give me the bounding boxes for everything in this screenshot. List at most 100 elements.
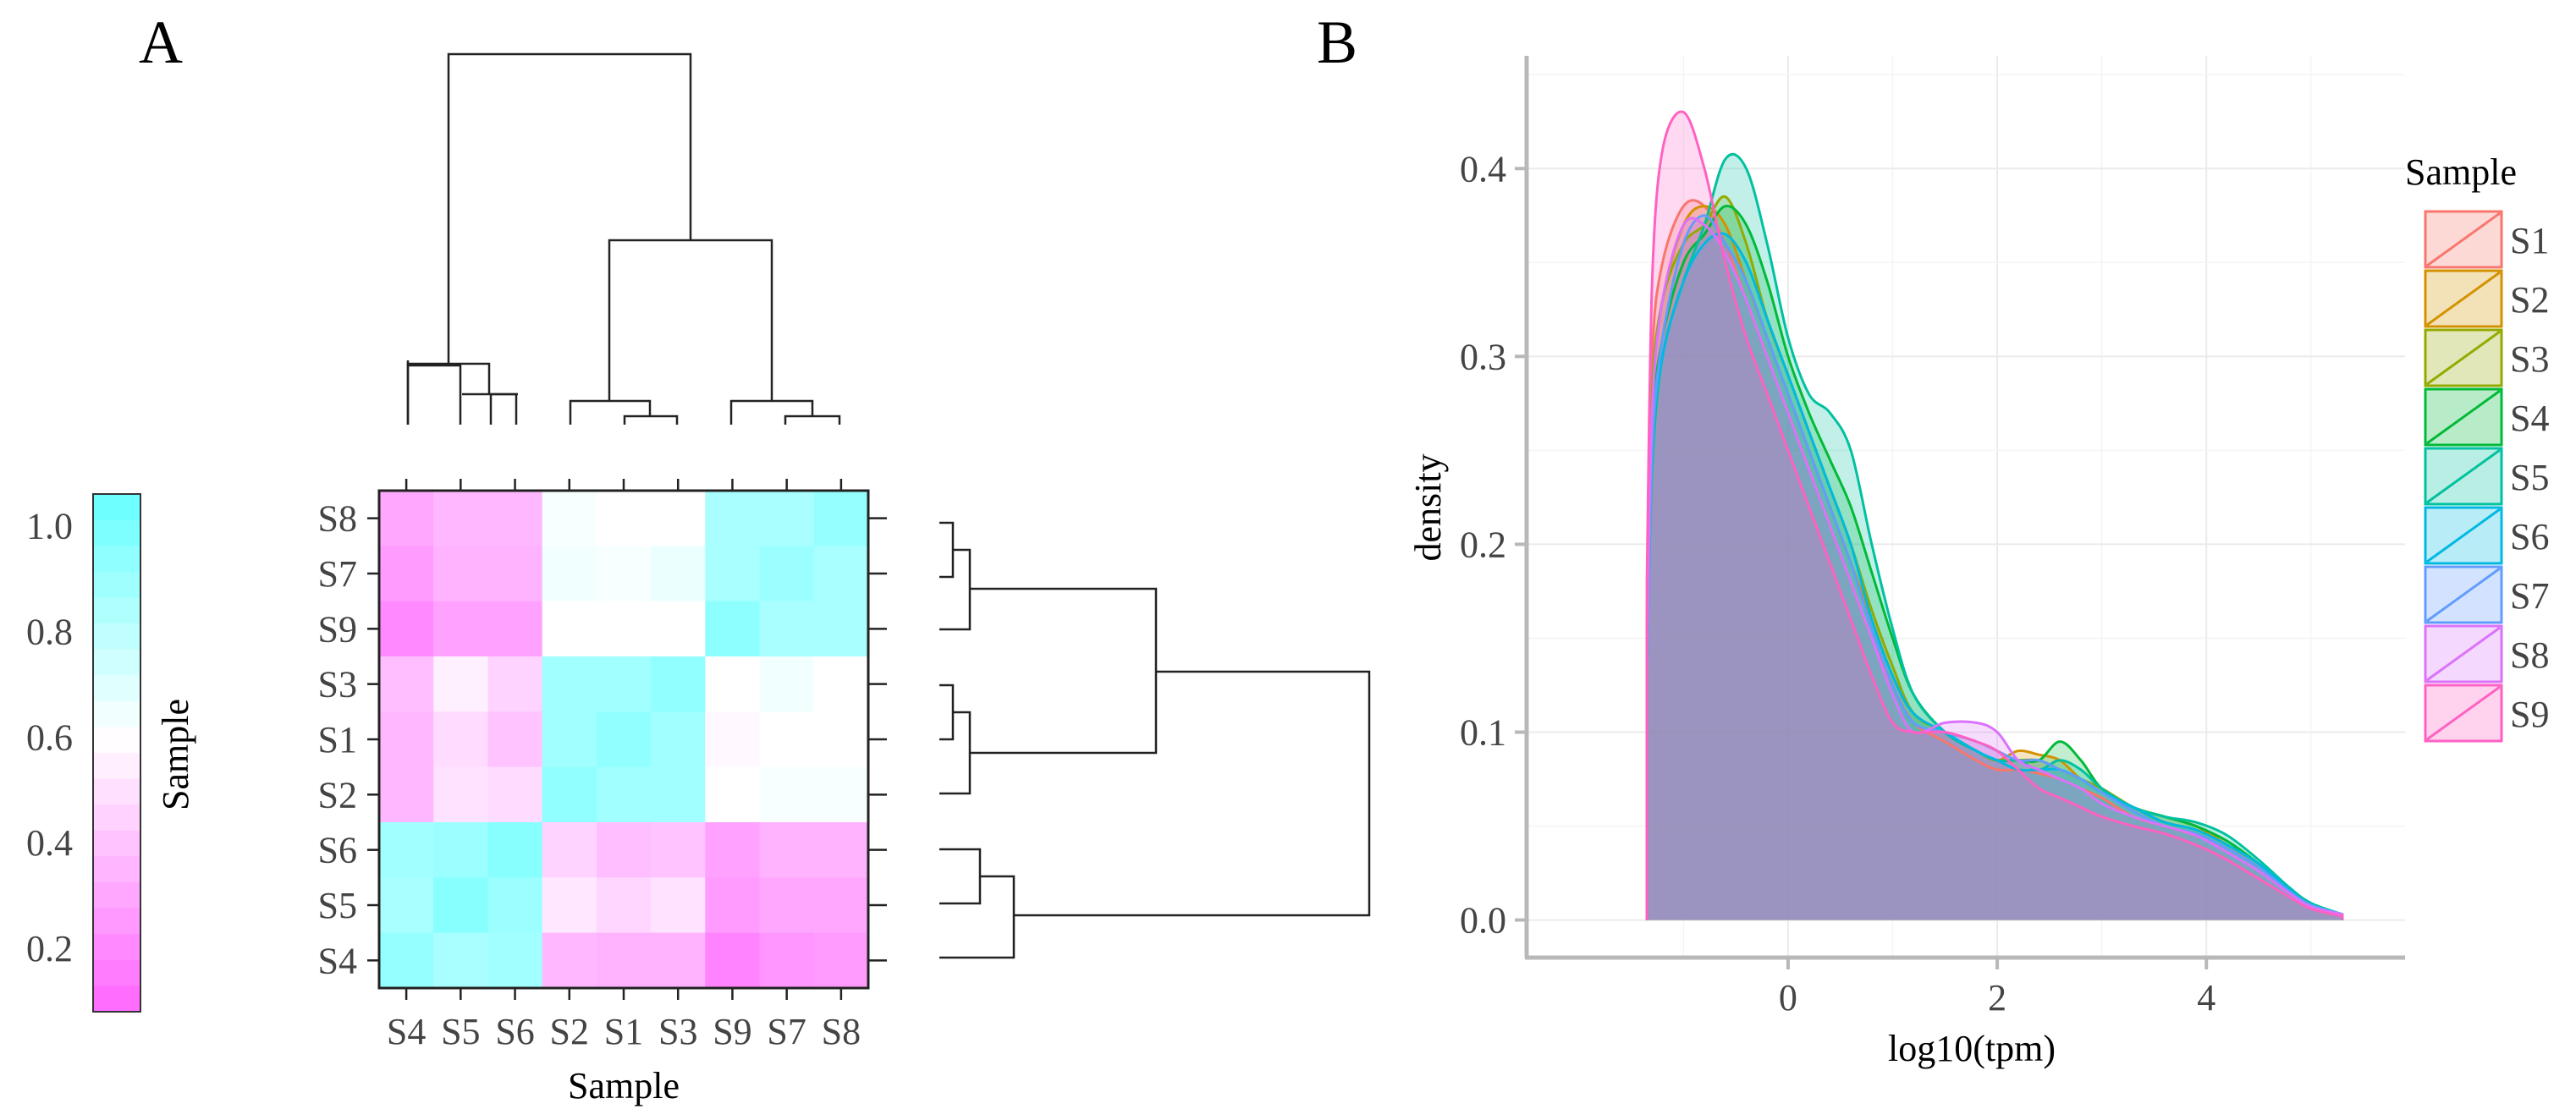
legend-item-s3: S3 <box>2424 328 2549 387</box>
dendro-right-s2-join <box>939 711 972 795</box>
heatmap-cell <box>705 932 761 989</box>
heatmap-cell <box>542 546 597 602</box>
heatmap-cell <box>705 546 761 602</box>
density-area-s5 <box>1647 154 2342 920</box>
heatmap-cell <box>705 656 761 712</box>
legend: Sample S1 S2 S3 S4 S5 S6 S7 S8 S9 <box>2405 151 2549 743</box>
row-label: S5 <box>318 885 357 926</box>
colorbar-step <box>93 675 140 702</box>
legend-label: S1 <box>2510 220 2549 261</box>
heatmap-cell <box>705 601 761 657</box>
heatmap-cell <box>813 877 869 934</box>
plot-area <box>1527 56 2405 956</box>
heatmap-cell <box>596 546 652 602</box>
density-line-s6 <box>1645 232 2344 920</box>
heatmap-cell <box>759 711 815 768</box>
x-tick-label: 2 <box>1988 977 2006 1018</box>
x-tick-label: 4 <box>2197 977 2215 1018</box>
dendro-right-s3-s1 <box>939 684 955 741</box>
col-label: S4 <box>387 1011 426 1052</box>
density-area-s7 <box>1647 215 2342 920</box>
heatmap-panel: 0.20.40.60.81.0 Sample S8S7S9S3S1S2S6S5S… <box>26 52 1371 1106</box>
colorbar-tick-label: 0.8 <box>26 611 73 652</box>
colorbar-step <box>93 623 140 651</box>
colorbar-step <box>93 649 140 676</box>
row-label: S1 <box>318 719 357 760</box>
colorbar-ticks: 0.2 0.4 0.6 0.8 1.0 <box>26 505 73 969</box>
heatmap-cell <box>542 491 597 546</box>
heatmap-cell <box>487 491 543 546</box>
heatmap-cell <box>379 656 434 712</box>
heatmap-cell <box>705 491 761 546</box>
heatmap-cell <box>379 711 434 768</box>
heatmap-cell <box>433 766 489 823</box>
heatmap-cell <box>651 491 706 546</box>
colorbar-title: Sample <box>155 699 196 810</box>
heatmap-cell <box>433 877 489 934</box>
heatmap-cell <box>433 711 489 768</box>
heatmap-cell <box>433 491 489 546</box>
dendro-top-s2-s13 <box>569 399 652 425</box>
heatmap-row-labels: S8 S7 S9 S3 S1 S2 S6 S5 S4 <box>318 498 887 981</box>
col-label: S3 <box>658 1011 697 1052</box>
heatmap-cell <box>487 656 543 712</box>
heatmap-cell <box>813 822 869 878</box>
legend-key-slash <box>2426 626 2501 682</box>
heatmap-cell <box>379 877 434 934</box>
density-area-s9 <box>1647 112 2342 920</box>
legend-label: S4 <box>2510 398 2549 439</box>
heatmap-cell <box>813 546 869 602</box>
heatmap-cell <box>813 656 869 712</box>
heatmap-cell <box>487 877 543 934</box>
heatmap-cell <box>542 932 597 989</box>
colorbar-step <box>93 830 140 857</box>
colorbar-step <box>93 700 140 727</box>
heatmap-cell <box>379 601 434 657</box>
row-label: S6 <box>318 830 357 871</box>
heatmap-cell <box>596 656 652 712</box>
heatmap-cell <box>813 932 869 989</box>
heatmap-cell <box>379 822 434 878</box>
dendro-top-s5-leg <box>489 393 518 425</box>
heatmap-cell <box>759 877 815 934</box>
col-label: S8 <box>822 1011 861 1052</box>
colorbar-step <box>93 908 140 935</box>
legend-item-s8: S8 <box>2424 624 2549 684</box>
col-label: S1 <box>604 1011 643 1052</box>
row-label: S4 <box>318 940 357 981</box>
dendro-right-upper <box>970 587 1158 755</box>
heatmap-cell <box>542 877 597 934</box>
legend-key-slash <box>2426 685 2501 741</box>
col-label: S6 <box>495 1011 534 1052</box>
heatmap-cell <box>596 491 652 546</box>
row-label: S7 <box>318 553 357 595</box>
legend-key-slash <box>2426 330 2501 386</box>
heatmap-cell <box>705 711 761 768</box>
legend-key-slash <box>2426 448 2501 504</box>
colorbar-step <box>93 985 140 1013</box>
colorbar-step <box>93 804 140 832</box>
dendro-right-s4-join <box>939 875 1016 959</box>
heatmap-cell <box>759 656 815 712</box>
legend-item-s2: S2 <box>2424 269 2549 328</box>
colorbar-border <box>92 493 141 1013</box>
heatmap-cell <box>596 711 652 768</box>
heatmap-cell <box>813 491 869 546</box>
legend-label: S3 <box>2510 338 2549 380</box>
heatmap-cell <box>542 711 597 768</box>
top-dendrogram <box>406 52 841 425</box>
right-dendrogram <box>939 521 1371 959</box>
heatmap-cell <box>487 932 543 989</box>
heatmap-cell <box>651 711 706 768</box>
y-tick-label: 0.2 <box>1460 524 1506 565</box>
x-ticks: 0 2 4 <box>1779 958 2215 1018</box>
colorbar-step <box>93 519 140 546</box>
colorbar-step <box>93 571 140 598</box>
colorbar-step <box>93 882 140 909</box>
colorbar-step <box>93 546 140 573</box>
y-ticks: 0.0 0.1 0.2 0.3 0.4 <box>1460 148 1527 942</box>
density-area-s6 <box>1647 233 2342 920</box>
colorbar-step <box>93 727 140 754</box>
colorbar-tick-label: 0.6 <box>26 716 73 758</box>
heatmap-cell <box>651 932 706 989</box>
